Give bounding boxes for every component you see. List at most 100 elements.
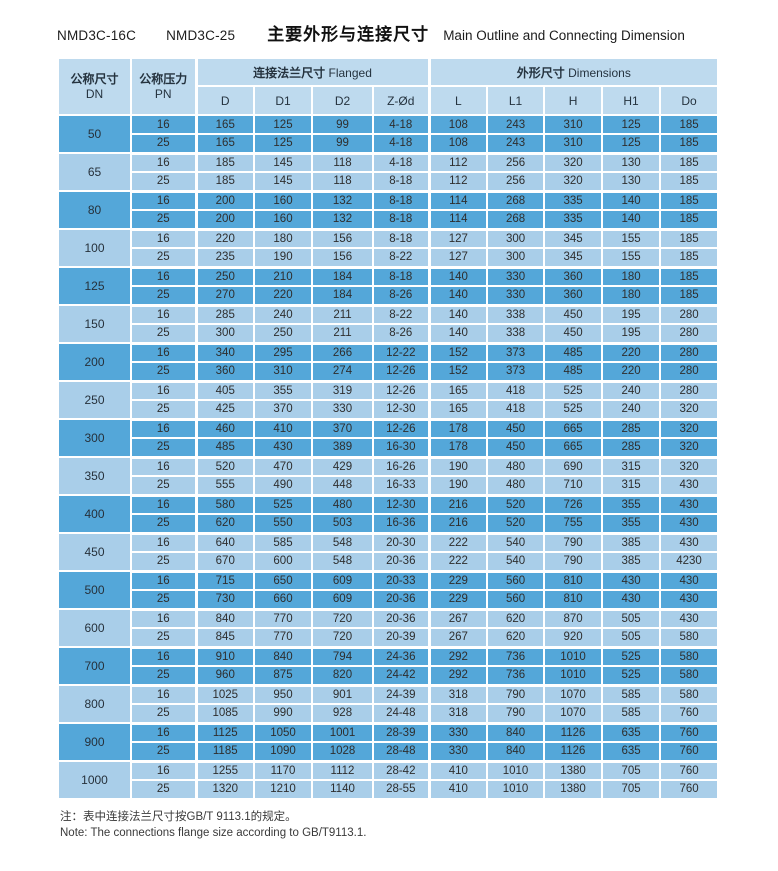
table-row: 500 16 715 650 609 20-33 229 560 810 430 430 xyxy=(57,570,720,610)
pn-cell: 25 xyxy=(130,209,198,231)
pn-cell: 16 xyxy=(130,380,198,401)
value-cell: 820 xyxy=(311,665,374,687)
value-cell: 585 xyxy=(601,684,662,705)
value-cell: 268 xyxy=(486,209,546,231)
value-cell: 180 xyxy=(253,228,313,249)
pn-cell: 25 xyxy=(130,779,198,801)
dn-cell: 500 xyxy=(57,570,132,610)
value-cell: 580 xyxy=(659,684,720,705)
value-cell: 20-36 xyxy=(371,551,431,573)
dimension-table: 公称尺寸 DN 公称压力 PN 连接法兰尺寸 Flanged 外形尺寸 Dime… xyxy=(57,57,720,801)
table-row: 25 960 875 820 24-42 292 736 1010 525 580 xyxy=(58,665,720,687)
value-cell: 845 xyxy=(195,627,255,649)
table-row: 65 16 185 145 118 4-18 112 256 320 130 185 xyxy=(57,152,720,192)
value-cell: 180 xyxy=(601,285,662,307)
value-cell: 635 xyxy=(601,722,662,743)
header-col-h1: H1 xyxy=(601,85,662,116)
value-cell: 405 xyxy=(195,380,255,401)
value-cell: 152 xyxy=(428,342,489,363)
value-cell: 140 xyxy=(601,190,662,211)
header-col-do: Do xyxy=(659,85,720,116)
value-cell: 1070 xyxy=(543,684,604,705)
value-cell: 330 xyxy=(486,266,546,287)
value-cell: 8-22 xyxy=(371,304,431,325)
title-english: Main Outline and Connecting Dimension xyxy=(443,28,685,43)
value-cell: 184 xyxy=(311,285,374,307)
value-cell: 425 xyxy=(195,399,255,421)
value-cell: 99 xyxy=(311,133,374,155)
dn-cell: 1000 xyxy=(57,760,132,800)
pn-cell: 25 xyxy=(130,247,198,269)
footnote-chinese: 注：表中连接法兰尺寸按GB/T 9113.1的规定。 xyxy=(60,811,297,823)
value-cell: 220 xyxy=(195,228,255,249)
value-cell: 216 xyxy=(428,494,489,515)
value-cell: 810 xyxy=(543,570,604,591)
value-cell: 185 xyxy=(659,152,720,173)
value-cell: 600 xyxy=(253,551,313,573)
table-row: 300 16 460 410 370 12-26 178 450 665 285 320 xyxy=(57,418,720,458)
value-cell: 338 xyxy=(486,323,546,345)
pn-cell: 25 xyxy=(130,475,198,497)
value-cell: 8-26 xyxy=(371,285,431,307)
value-cell: 1112 xyxy=(311,760,374,781)
value-cell: 125 xyxy=(253,114,313,135)
value-cell: 520 xyxy=(486,494,546,515)
value-cell: 268 xyxy=(486,190,546,211)
value-cell: 736 xyxy=(486,665,546,687)
value-cell: 560 xyxy=(486,570,546,591)
value-cell: 505 xyxy=(601,627,662,649)
value-cell: 292 xyxy=(428,646,489,667)
pn-cell: 16 xyxy=(130,304,198,325)
value-cell: 160 xyxy=(253,209,313,231)
table-row: 25 845 770 720 20-39 267 620 920 505 580 xyxy=(58,627,720,649)
value-cell: 485 xyxy=(195,437,255,459)
value-cell: 256 xyxy=(486,171,546,193)
value-cell: 320 xyxy=(659,418,720,439)
value-cell: 235 xyxy=(195,247,255,269)
table-row: 50 16 165 125 99 4-18 108 243 310 125 185 xyxy=(57,114,720,154)
value-cell: 229 xyxy=(428,570,489,591)
value-cell: 485 xyxy=(543,361,604,383)
value-cell: 8-18 xyxy=(371,209,431,231)
header-dimensions-group: 外形尺寸 Dimensions xyxy=(428,57,720,87)
table-row: 100 16 220 180 156 8-18 127 300 345 155 185 xyxy=(57,228,720,268)
value-cell: 665 xyxy=(543,437,604,459)
value-cell: 360 xyxy=(543,285,604,307)
header-flanged-group: 连接法兰尺寸 Flanged xyxy=(194,57,431,87)
value-cell: 705 xyxy=(601,779,662,801)
table-row: 700 16 910 840 794 24-36 292 736 1010 525 580 xyxy=(57,646,720,686)
value-cell: 185 xyxy=(195,171,255,193)
table-row: 450 16 640 585 548 20-30 222 540 790 385 430 xyxy=(57,532,720,572)
value-cell: 330 xyxy=(428,741,489,763)
pn-cell: 25 xyxy=(130,133,198,155)
value-cell: 195 xyxy=(601,304,662,325)
dn-cell: 65 xyxy=(57,152,132,192)
value-cell: 285 xyxy=(601,437,662,459)
value-cell: 840 xyxy=(486,741,546,763)
value-cell: 430 xyxy=(659,570,720,591)
header-col-d: D xyxy=(195,85,255,116)
value-cell: 185 xyxy=(659,266,720,287)
value-cell: 132 xyxy=(311,190,374,211)
value-cell: 760 xyxy=(659,741,720,763)
value-cell: 114 xyxy=(428,209,489,231)
value-cell: 450 xyxy=(543,323,604,345)
value-cell: 760 xyxy=(659,779,720,801)
value-cell: 540 xyxy=(486,532,546,553)
value-cell: 24-36 xyxy=(371,646,431,667)
value-cell: 185 xyxy=(659,209,720,231)
value-cell: 760 xyxy=(659,703,720,725)
value-cell: 460 xyxy=(195,418,255,439)
value-cell: 114 xyxy=(428,190,489,211)
table-row: 25 300 250 211 8-26 140 338 450 195 280 xyxy=(58,323,720,345)
value-cell: 790 xyxy=(486,703,546,725)
table-row: 200 16 340 295 266 12-22 152 373 485 220 280 xyxy=(57,342,720,382)
value-cell: 152 xyxy=(428,361,489,383)
pn-cell: 25 xyxy=(130,323,198,345)
value-cell: 267 xyxy=(428,608,489,629)
pn-cell: 25 xyxy=(130,399,198,421)
pn-cell: 25 xyxy=(130,171,198,193)
pn-cell: 25 xyxy=(130,513,198,535)
value-cell: 660 xyxy=(253,589,313,611)
value-cell: 118 xyxy=(311,152,374,173)
